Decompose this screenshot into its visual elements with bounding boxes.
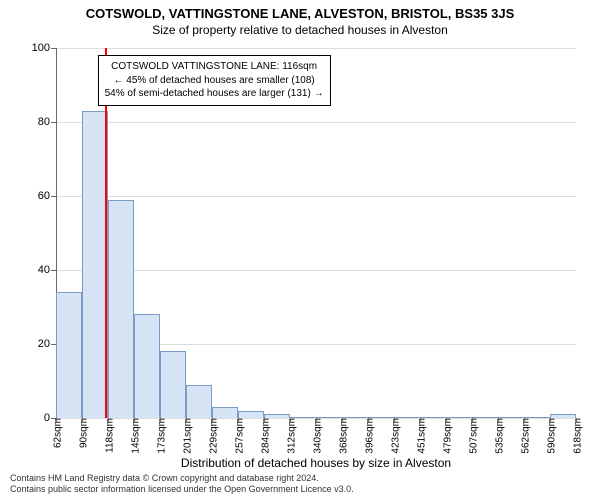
info-box-line: COTSWOLD VATTINGSTONE LANE: 116sqm	[105, 60, 324, 74]
x-tick-label: 257sqm	[231, 418, 246, 454]
x-tick	[576, 418, 577, 423]
x-tick	[186, 418, 187, 423]
x-tick-label: 535sqm	[491, 418, 506, 454]
x-tick	[160, 418, 161, 423]
x-tick-label: 229sqm	[205, 418, 220, 454]
x-tick-label: 479sqm	[439, 418, 454, 454]
x-tick	[134, 418, 135, 423]
chart-title-main: COTSWOLD, VATTINGSTONE LANE, ALVESTON, B…	[0, 0, 600, 21]
x-tick-label: 312sqm	[283, 418, 298, 454]
histogram-bar	[134, 314, 160, 418]
x-tick-label: 423sqm	[387, 418, 402, 454]
x-tick	[212, 418, 213, 423]
x-tick-label: 284sqm	[257, 418, 272, 454]
x-tick	[264, 418, 265, 423]
x-tick-label: 201sqm	[179, 418, 194, 454]
histogram-bar	[186, 385, 212, 418]
x-tick	[316, 418, 317, 423]
x-tick-label: 368sqm	[335, 418, 350, 454]
info-box: COTSWOLD VATTINGSTONE LANE: 116sqm← 45% …	[98, 55, 331, 106]
x-tick-label: 173sqm	[153, 418, 168, 454]
x-tick-label: 145sqm	[127, 418, 142, 454]
x-tick-label: 451sqm	[413, 418, 428, 454]
chart-title-sub: Size of property relative to detached ho…	[0, 21, 600, 37]
x-tick-label: 118sqm	[101, 418, 116, 453]
grid-line	[56, 196, 576, 197]
x-tick	[472, 418, 473, 423]
x-tick-label: 618sqm	[569, 418, 584, 454]
histogram-bar	[212, 407, 238, 418]
x-tick	[498, 418, 499, 423]
x-tick-label: 396sqm	[361, 418, 376, 454]
x-tick	[238, 418, 239, 423]
x-tick	[342, 418, 343, 423]
x-tick	[446, 418, 447, 423]
grid-line	[56, 270, 576, 271]
x-tick	[394, 418, 395, 423]
histogram-bar	[238, 411, 264, 418]
x-tick	[550, 418, 551, 423]
histogram-bar	[56, 292, 82, 418]
plot-area: 02040608010062sqm90sqm118sqm145sqm173sqm…	[56, 48, 576, 418]
info-box-line: ← 45% of detached houses are smaller (10…	[105, 74, 324, 88]
grid-line	[56, 122, 576, 123]
footer-line-2: Contains public sector information licen…	[10, 484, 354, 496]
histogram-bar	[160, 351, 186, 418]
grid-line	[56, 48, 576, 49]
x-tick-label: 507sqm	[465, 418, 480, 454]
footer-attribution: Contains HM Land Registry data © Crown c…	[10, 473, 354, 496]
x-tick	[108, 418, 109, 423]
x-tick	[368, 418, 369, 423]
x-tick-label: 562sqm	[517, 418, 532, 454]
x-tick	[290, 418, 291, 423]
info-box-line: 54% of semi-detached houses are larger (…	[105, 87, 324, 101]
x-tick-label: 340sqm	[309, 418, 324, 454]
chart-area: Number of detached properties 0204060801…	[56, 48, 576, 418]
x-tick	[420, 418, 421, 423]
x-tick-label: 590sqm	[543, 418, 558, 454]
x-tick	[56, 418, 57, 423]
x-tick	[82, 418, 83, 423]
footer-line-1: Contains HM Land Registry data © Crown c…	[10, 473, 354, 485]
histogram-bar	[108, 200, 134, 418]
x-axis-label: Distribution of detached houses by size …	[181, 456, 451, 470]
x-tick	[524, 418, 525, 423]
